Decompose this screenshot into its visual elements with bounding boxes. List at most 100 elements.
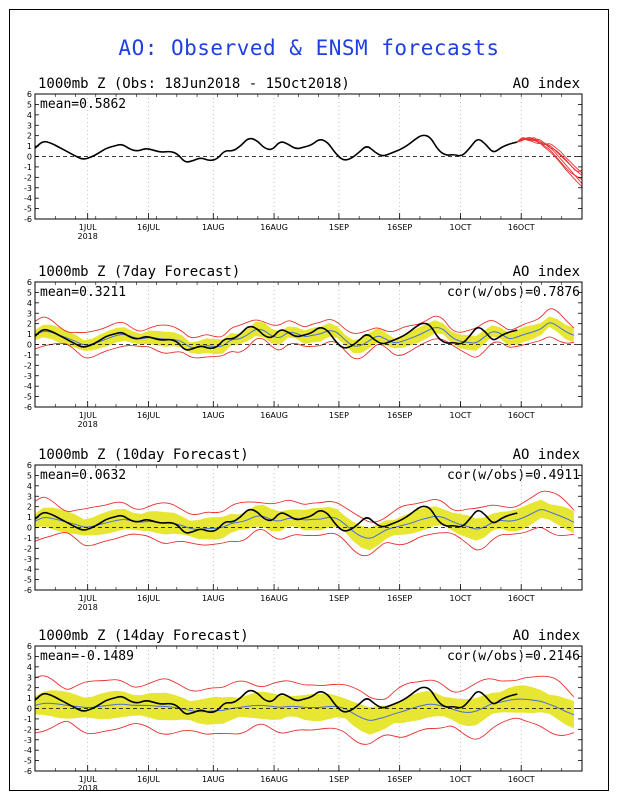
x-tick-label: 1AUG (202, 594, 225, 603)
x-tick-label: 1AUG (202, 775, 225, 784)
x-tick-label: 16OCT (508, 223, 535, 232)
x-tick-label: 16AUG (260, 411, 288, 420)
ensemble-max-line (34, 675, 575, 701)
y-tick-label: -6 (24, 586, 32, 595)
ensemble-min-line (34, 526, 575, 557)
observed-ao-line (34, 505, 518, 534)
y-tick-label: 5 (27, 288, 32, 297)
year-label: 2018 (77, 232, 97, 241)
y-tick-label: -2 (24, 725, 32, 734)
y-tick-label: 1 (27, 513, 32, 522)
x-tick-label: 1AUG (202, 411, 225, 420)
y-tick-label: -5 (24, 393, 32, 402)
y-tick-label: -4 (24, 746, 32, 755)
y-tick-label: -4 (24, 194, 32, 203)
year-label: 2018 (77, 420, 97, 429)
panel-title: 1000mb Z (10day Forecast) (38, 447, 249, 463)
ensemble-min-line (34, 717, 575, 745)
y-tick-label: -4 (24, 565, 32, 574)
y-tick-label: -2 (24, 361, 32, 370)
x-tick-label: 1JUL (79, 594, 97, 603)
y-tick-label: 6 (27, 278, 32, 287)
x-tick-label: 1JUL (79, 223, 97, 232)
y-tick-label: 5 (27, 652, 32, 661)
y-tick-label: -3 (24, 736, 32, 745)
panel-right-label: AO index (513, 264, 580, 280)
ensemble-min-line (34, 336, 575, 360)
x-tick-label: 16SEP (387, 775, 412, 784)
y-tick-label: 0 (27, 705, 32, 714)
x-tick-label: 1SEP (329, 411, 349, 420)
x-tick-label: 16SEP (387, 594, 412, 603)
y-tick-label: 1 (27, 330, 32, 339)
y-tick-label: 0 (27, 341, 32, 350)
ensemble-spread-band (35, 685, 574, 735)
y-tick-label: -1 (24, 351, 32, 360)
y-tick-label: -5 (24, 757, 32, 766)
y-tick-label: 6 (27, 642, 32, 651)
x-tick-label: 1AUG (202, 223, 225, 232)
y-tick-label: 1 (27, 694, 32, 703)
correlation-label: cor(w/obs)=0.7876 (447, 285, 580, 300)
y-tick-label: -3 (24, 184, 32, 193)
x-tick-label: 16OCT (508, 594, 535, 603)
x-tick-label: 16JUL (137, 411, 160, 420)
panel-right-label: AO index (513, 628, 580, 644)
ensemble-max-line (34, 490, 575, 523)
y-tick-label: -6 (24, 767, 32, 776)
x-tick-label: 16OCT (508, 775, 535, 784)
x-tick-label: 16JUL (137, 594, 160, 603)
y-tick-label: 2 (27, 684, 32, 693)
x-tick-label: 1JUL (79, 411, 97, 420)
mean-label: mean=0.3211 (40, 285, 126, 300)
forecast-member-line (516, 137, 583, 174)
y-tick-label: -1 (24, 715, 32, 724)
y-tick-label: 5 (27, 100, 32, 109)
y-tick-label: 3 (27, 121, 32, 130)
panel-title: 1000mb Z (14day Forecast) (38, 628, 249, 644)
x-tick-label: 16SEP (387, 411, 412, 420)
x-tick-label: 16OCT (508, 411, 535, 420)
ensemble-max-line (34, 308, 575, 339)
x-tick-label: 1JUL (79, 775, 97, 784)
y-tick-label: -6 (24, 215, 32, 224)
observed-ao-line (34, 322, 518, 351)
mean-label: mean=0.0632 (40, 468, 126, 483)
mean-label: mean=0.5862 (40, 97, 126, 112)
y-tick-label: 3 (27, 309, 32, 318)
mean-label: mean=-0.1489 (40, 649, 134, 664)
x-tick-label: 16AUG (260, 223, 288, 232)
y-tick-label: 2 (27, 320, 32, 329)
ensemble-mean-line (34, 509, 575, 539)
y-tick-label: -3 (24, 555, 32, 564)
x-tick-label: 1SEP (329, 594, 349, 603)
chart-main-title: AO: Observed & ENSM forecasts (118, 36, 500, 60)
x-tick-label: 1SEP (329, 775, 349, 784)
forecast-member-line (516, 138, 583, 172)
x-tick-label: 16JUL (137, 775, 160, 784)
y-tick-label: 1 (27, 142, 32, 151)
x-tick-label: 16SEP (387, 223, 412, 232)
y-tick-label: -1 (24, 163, 32, 172)
x-tick-label: 1OCT (450, 223, 472, 232)
y-tick-label: 3 (27, 673, 32, 682)
y-tick-label: -6 (24, 403, 32, 412)
panel-title: 1000mb Z (Obs: 18Jun2018 - 15Oct2018) (38, 76, 350, 92)
y-tick-label: 4 (27, 299, 32, 308)
y-tick-label: 4 (27, 663, 32, 672)
y-tick-label: 2 (27, 132, 32, 141)
y-tick-label: 6 (27, 461, 32, 470)
x-tick-label: 16AUG (260, 594, 288, 603)
y-tick-label: 5 (27, 471, 32, 480)
x-tick-label: 1OCT (450, 411, 472, 420)
y-tick-label: 4 (27, 482, 32, 491)
x-tick-label: 1SEP (329, 223, 349, 232)
y-tick-label: -2 (24, 544, 32, 553)
observed-ao-line (34, 134, 518, 163)
year-label: 2018 (77, 784, 97, 793)
x-tick-label: 16JUL (137, 223, 160, 232)
y-tick-label: -4 (24, 382, 32, 391)
correlation-label: cor(w/obs)=0.4911 (447, 468, 580, 483)
correlation-label: cor(w/obs)=0.2146 (447, 649, 580, 664)
